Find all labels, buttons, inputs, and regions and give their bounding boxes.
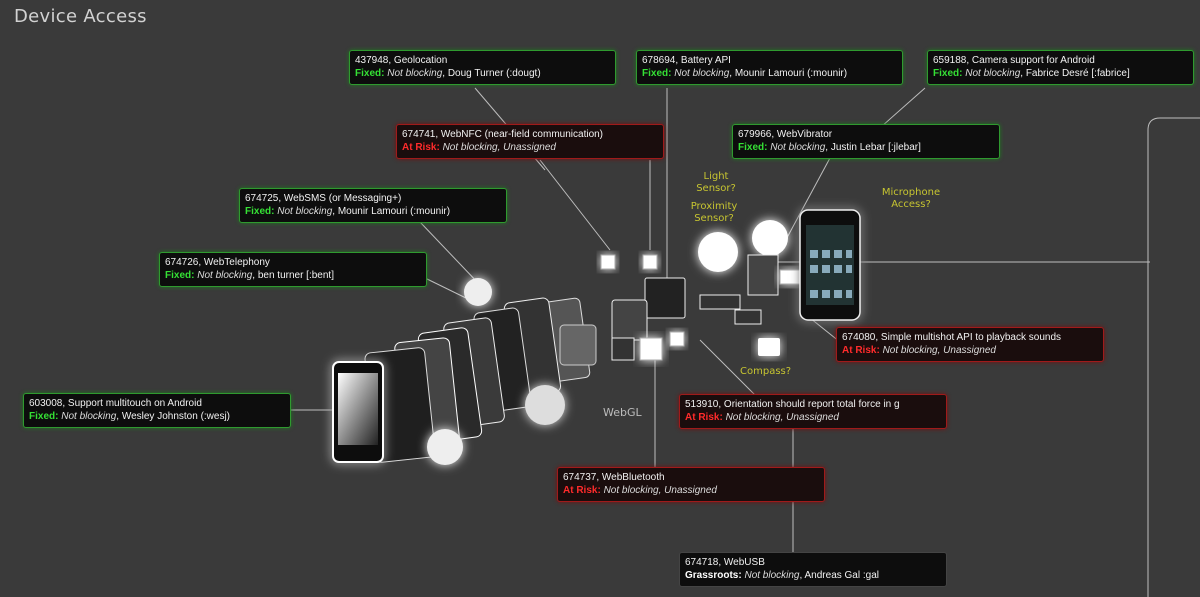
bug-owner: , Justin Lebar [:jlebar] <box>825 141 921 153</box>
bug-title[interactable]: 437948, Geolocation <box>355 55 448 66</box>
webgl-label: WebGL <box>603 406 642 419</box>
bug-owner: , Doug Turner (:dougt) <box>442 67 541 79</box>
bug-status: Fixed: <box>29 410 59 422</box>
bug-blocking: Not blocking <box>725 411 781 423</box>
bug-owner: , Unassigned <box>658 484 717 496</box>
bug-owner: , Andreas Gal :gal <box>799 569 880 581</box>
front-phone <box>799 209 861 321</box>
bug-title[interactable]: 674741, WebNFC (near-field communication… <box>402 129 604 140</box>
bug-card-webtelephony[interactable]: 674726, WebTelephony Fixed: Not blocking… <box>159 252 427 287</box>
microphone-access-label: Microphone Access? <box>881 187 941 210</box>
bug-status: Fixed: <box>642 67 672 79</box>
connector-lines <box>290 87 1200 597</box>
bug-title[interactable]: 678694, Battery API <box>642 55 731 66</box>
bug-blocking: Not blocking <box>770 141 826 153</box>
circuit-board <box>600 254 801 361</box>
bug-status: Fixed: <box>245 205 275 217</box>
proximity-sensor-label: Proximity Sensor? <box>690 201 738 224</box>
bug-status: At Risk: <box>563 484 601 496</box>
light-sensor-label: Light Sensor? <box>696 171 736 194</box>
exploded-phone-layers <box>332 220 788 465</box>
bug-title[interactable]: 679966, WebVibrator <box>738 129 833 140</box>
bug-status: Fixed: <box>355 67 385 79</box>
bug-card-multitouch-android[interactable]: 603008, Support multitouch on Android Fi… <box>23 393 291 428</box>
bug-title[interactable]: 513910, Orientation should report total … <box>685 399 900 410</box>
bug-card-geolocation[interactable]: 437948, Geolocation Fixed: Not blocking,… <box>349 50 616 85</box>
bug-title[interactable]: 674080, Simple multishot API to playback… <box>842 332 1062 343</box>
bug-status: Fixed: <box>738 141 768 153</box>
bug-card-orientation-force[interactable]: 513910, Orientation should report total … <box>679 394 947 429</box>
compass-label: Compass? <box>740 366 792 377</box>
bug-card-webbluetooth[interactable]: 674737, WebBluetooth At Risk: Not blocki… <box>557 467 825 502</box>
bug-title[interactable]: 674725, WebSMS (or Messaging+) <box>245 193 402 204</box>
bug-blocking: Not blocking <box>965 67 1021 79</box>
bug-owner: , ben turner [:bent] <box>252 269 334 281</box>
page-title: Device Access <box>14 6 147 27</box>
bug-title[interactable]: 674718, WebUSB <box>685 557 765 568</box>
bug-title[interactable]: 674737, WebBluetooth <box>563 472 665 483</box>
bug-blocking: Not blocking <box>744 569 800 581</box>
bug-card-webnfc[interactable]: 674741, WebNFC (near-field communication… <box>396 124 664 159</box>
bug-card-camera-android[interactable]: 659188, Camera support for Android Fixed… <box>927 50 1194 85</box>
bug-status: Fixed: <box>165 269 195 281</box>
bug-blocking: Not blocking <box>61 410 117 422</box>
bug-blocking: Not blocking <box>387 67 443 79</box>
bug-owner: , Unassigned <box>497 141 556 153</box>
bug-status: Fixed: <box>933 67 963 79</box>
bug-blocking: Not blocking <box>277 205 333 217</box>
bug-title[interactable]: 659188, Camera support for Android <box>933 55 1095 66</box>
bug-title[interactable]: 674726, WebTelephony <box>165 257 270 268</box>
bug-blocking: Not blocking <box>442 141 498 153</box>
bug-card-websms[interactable]: 674725, WebSMS (or Messaging+) Fixed: No… <box>239 188 507 223</box>
bug-owner: , Mounir Lamouri (:mounir) <box>332 205 451 217</box>
bug-card-multishot-sounds[interactable]: 674080, Simple multishot API to playback… <box>836 327 1104 362</box>
bug-blocking: Not blocking <box>882 344 938 356</box>
bug-card-webusb[interactable]: 674718, WebUSB Grassroots: Not blocking,… <box>679 552 947 587</box>
bug-owner: , Unassigned <box>780 411 839 423</box>
bug-owner: , Unassigned <box>937 344 996 356</box>
bug-owner: , Fabrice Desré [:fabrice] <box>1020 67 1130 79</box>
bug-card-battery-api[interactable]: 678694, Battery API Fixed: Not blocking,… <box>636 50 903 85</box>
bug-blocking: Not blocking <box>674 67 730 79</box>
bug-status: Grassroots: <box>685 569 742 581</box>
bug-owner: , Mounir Lamouri (:mounir) <box>729 67 848 79</box>
bug-owner: , Wesley Johnston (:wesj) <box>116 410 231 422</box>
bug-blocking: Not blocking <box>603 484 659 496</box>
bug-status: At Risk: <box>402 141 440 153</box>
bug-status: At Risk: <box>842 344 880 356</box>
bug-card-webvibrator[interactable]: 679966, WebVibrator Fixed: Not blocking,… <box>732 124 1000 159</box>
bug-status: At Risk: <box>685 411 723 423</box>
bug-blocking: Not blocking <box>197 269 253 281</box>
bug-title[interactable]: 603008, Support multitouch on Android <box>29 398 202 409</box>
